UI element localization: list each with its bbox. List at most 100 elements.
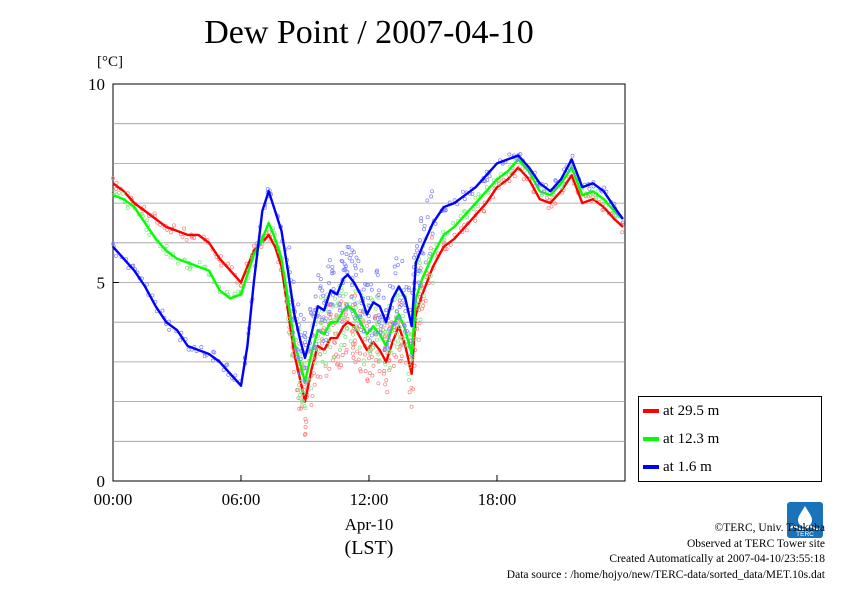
sample-point: [318, 374, 323, 379]
sample-point: [460, 189, 465, 194]
sample-point: [312, 345, 317, 350]
sample-point: [327, 280, 331, 285]
sample-point: [398, 335, 402, 340]
legend-swatch-red: [643, 409, 659, 413]
sample-point: [308, 349, 313, 354]
sample-point: [326, 311, 331, 316]
sample-point: [114, 187, 119, 191]
sample-point: [443, 208, 448, 213]
sample-point: [343, 335, 348, 339]
sample-point: [321, 293, 326, 298]
sample-point: [418, 261, 422, 265]
sample-point: [409, 404, 414, 409]
sample-point: [330, 269, 335, 273]
sample-point: [348, 339, 353, 344]
legend-swatch-green: [643, 437, 659, 441]
sample-point: [354, 320, 359, 325]
sample-point: [417, 321, 422, 326]
sample-point: [339, 343, 344, 348]
y-tick-label: 5: [97, 274, 106, 293]
sample-point: [373, 306, 378, 311]
sample-point: [423, 260, 428, 265]
sample-point: [322, 349, 327, 354]
sample-point: [144, 282, 149, 287]
x-axis-timezone-label: (LST): [344, 537, 394, 559]
sample-point: [322, 326, 326, 331]
sample-point: [303, 380, 308, 385]
sample-point: [369, 341, 374, 346]
sample-point: [152, 211, 157, 216]
sample-point: [172, 223, 177, 228]
sample-point: [518, 164, 523, 169]
sample-point: [368, 338, 372, 343]
sample-point: [375, 350, 380, 355]
sample-point: [347, 256, 352, 261]
sample-point: [302, 387, 307, 392]
sample-point: [303, 330, 307, 335]
sample-point: [482, 209, 487, 214]
sample-point: [458, 214, 463, 219]
sample-point: [350, 351, 355, 356]
sample-point: [376, 381, 381, 386]
sample-point: [542, 189, 547, 194]
sample-point: [313, 361, 318, 365]
sample-point: [313, 294, 318, 299]
sample-point: [353, 338, 357, 343]
sample-point: [326, 264, 331, 269]
sample-point: [399, 302, 404, 307]
sample-point: [353, 305, 358, 310]
sample-point: [355, 349, 360, 354]
sample-point: [301, 391, 306, 396]
sample-point: [429, 194, 434, 199]
sample-point: [178, 338, 183, 343]
sample-point: [339, 363, 343, 368]
legend-label: at 29.5 m: [663, 402, 720, 419]
sample-point: [360, 309, 365, 314]
sample-point: [312, 382, 317, 387]
sample-point: [344, 303, 349, 308]
sample-point: [303, 366, 308, 370]
sample-point: [302, 432, 307, 437]
sample-point: [381, 295, 386, 300]
series-0: [111, 166, 625, 437]
sample-point: [389, 350, 394, 355]
sample-point: [290, 353, 294, 358]
sample-point: [515, 157, 520, 162]
sample-point: [337, 293, 342, 298]
sample-point: [522, 168, 527, 173]
sample-point: [330, 304, 335, 309]
sample-point: [412, 255, 417, 260]
legend-item-12-3m: at 12.3 m: [643, 429, 719, 449]
sample-point: [429, 235, 434, 240]
sample-point: [376, 313, 381, 318]
sample-point: [340, 250, 345, 255]
sample-point: [363, 369, 368, 374]
sample-point: [298, 357, 303, 362]
sample-point: [353, 316, 358, 321]
sample-point: [366, 314, 371, 319]
sample-point: [399, 354, 404, 359]
sample-point: [408, 332, 413, 337]
x-tick-label: 06:00: [222, 490, 261, 509]
sample-point: [444, 246, 449, 251]
sample-point: [487, 174, 492, 179]
sample-point: [297, 393, 302, 397]
sample-point: [394, 355, 399, 360]
sample-point: [452, 232, 457, 237]
x-tick-label: 12:00: [350, 490, 389, 509]
sample-point: [408, 338, 413, 343]
sample-point: [398, 343, 403, 348]
sample-point: [473, 218, 478, 223]
sample-point: [387, 368, 392, 373]
sample-point: [464, 228, 469, 233]
sample-point: [407, 390, 412, 395]
sample-point: [396, 339, 401, 344]
sample-point: [382, 369, 387, 373]
sample-point: [620, 230, 625, 235]
sample-point: [299, 389, 304, 394]
sample-point: [406, 285, 411, 290]
sample-point: [441, 229, 446, 234]
sample-point: [384, 308, 388, 313]
sample-point: [397, 359, 402, 364]
sample-point: [219, 263, 224, 268]
